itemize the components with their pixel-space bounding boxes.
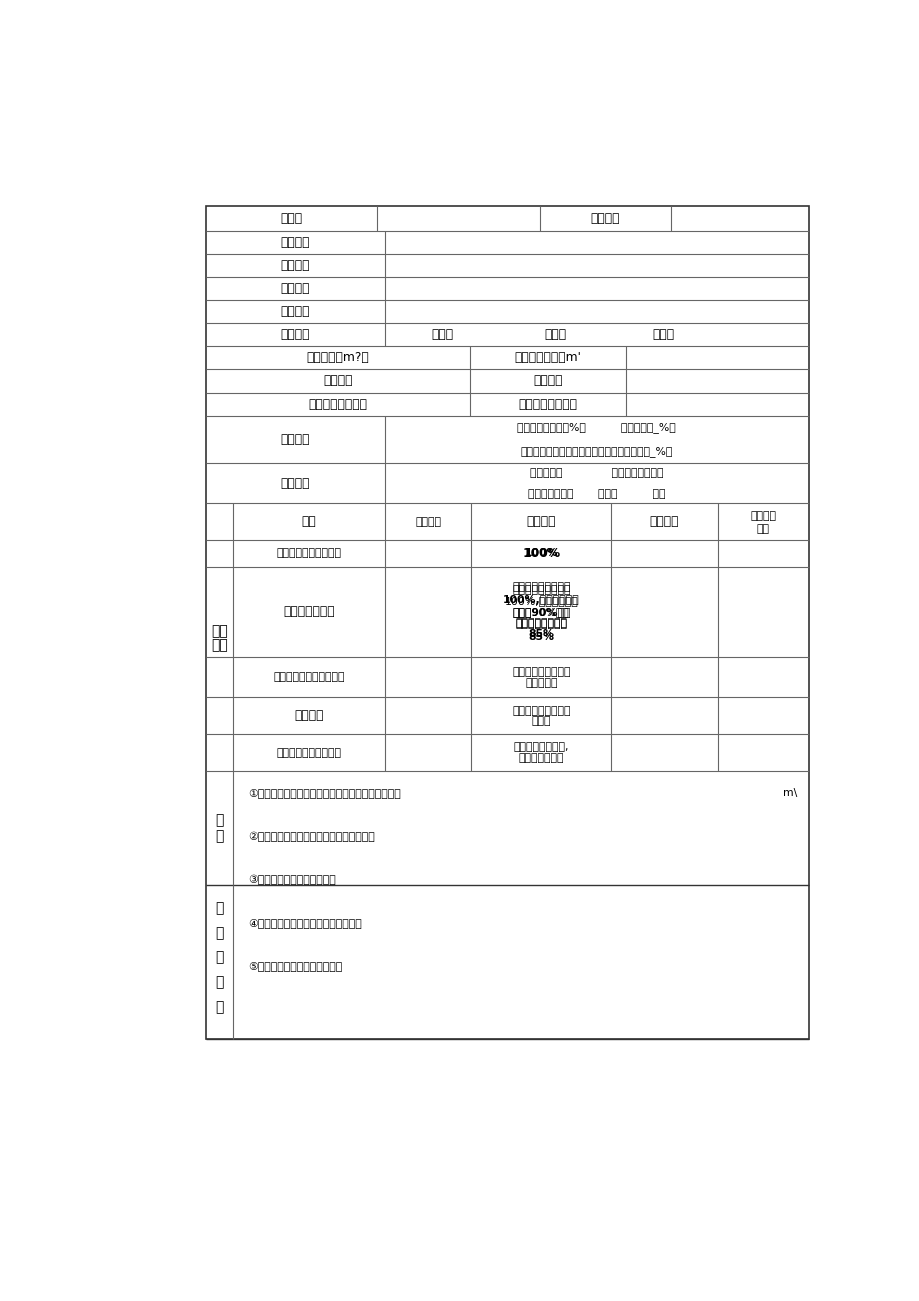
Text: 级计量器具配备率: 级计量器具配备率 bbox=[515, 618, 567, 628]
Text: 级计量器具配备率: 级计量器具配备率 bbox=[515, 619, 567, 630]
Text: 施工单位: 施工单位 bbox=[280, 282, 310, 295]
Text: 新建口: 新建口 bbox=[431, 328, 453, 341]
Text: 水: 水 bbox=[215, 813, 223, 827]
Text: 喷灌、微灌等高效节: 喷灌、微灌等高效节 bbox=[512, 705, 570, 716]
Text: 供水系统: 供水系统 bbox=[280, 433, 310, 446]
Text: 采用循环给水系统,: 采用循环给水系统, bbox=[513, 743, 568, 752]
Text: 是否符合: 是否符合 bbox=[750, 511, 776, 520]
Text: 建筑面积（m?）: 建筑面积（m?） bbox=[307, 351, 369, 364]
Text: 水灌溉: 水灌溉 bbox=[531, 717, 550, 726]
Text: 节水蟹用水器具使用率: 节水蟹用水器具使用率 bbox=[276, 549, 341, 558]
Text: 排水水重复利用: 排水水重复利用 bbox=[518, 753, 563, 764]
Text: 况: 况 bbox=[215, 926, 223, 941]
Text: 100%: 100% bbox=[524, 549, 558, 558]
Text: 一级计量器具配备率: 一级计量器具配备率 bbox=[512, 583, 570, 592]
Text: 节: 节 bbox=[215, 951, 223, 964]
Bar bbox=[206, 206, 808, 1039]
Text: 审图舱位: 审图舱位 bbox=[280, 306, 310, 319]
Text: 分项: 分项 bbox=[301, 515, 316, 528]
Text: 开工日期: 开工日期 bbox=[323, 375, 353, 388]
Text: 100%: 100% bbox=[522, 546, 560, 559]
Text: 用水类型: 用水类型 bbox=[280, 477, 310, 490]
Text: 工业用水。              公共建筑区用水口: 工业用水。 公共建筑区用水口 bbox=[529, 467, 663, 477]
Text: 85%: 85% bbox=[528, 628, 553, 639]
Text: ②中央空调冷凝水循环系统：口无：口有：: ②中央空调冷凝水循环系统：口无：口有： bbox=[248, 831, 375, 842]
Text: ③再生水设施：口无：口有：: ③再生水设施：口无：口有： bbox=[248, 874, 335, 885]
Text: 居民小区用水。       其他（          ）口: 居民小区用水。 其他（ ）口 bbox=[528, 489, 664, 500]
Text: 浇洒设施: 浇洒设施 bbox=[294, 709, 323, 722]
Text: 有无此项: 有无此项 bbox=[414, 516, 440, 527]
Text: 节水投资（万元）: 节水投资（万元） bbox=[518, 398, 577, 411]
Text: 设计标准: 设计标准 bbox=[526, 515, 555, 528]
Text: 市政自来水口（一%）          自备水口（_%）: 市政自来水口（一%） 自备水口（_%） bbox=[516, 422, 675, 433]
Text: 85%: 85% bbox=[528, 631, 553, 641]
Text: 配备率90%，三: 配备率90%，三 bbox=[512, 608, 570, 617]
Text: 设计单位: 设计单位 bbox=[280, 259, 310, 272]
Text: m\: m\ bbox=[782, 788, 796, 799]
Text: 一级计量器具配备率: 一级计量器具配备率 bbox=[512, 585, 570, 596]
Text: ①是否有雨水收集系统：。无：口有：数址个，容积: ①是否有雨水收集系统：。无：口有：数址个，容积 bbox=[248, 788, 401, 799]
Text: 设: 设 bbox=[215, 976, 223, 989]
Text: 联系人: 联系人 bbox=[280, 212, 302, 225]
Text: 不得采用市政自来水: 不得采用市政自来水 bbox=[512, 667, 570, 677]
Text: ⑤其他节水设施：口无：口有：: ⑤其他节水设施：口无：口有： bbox=[248, 960, 342, 971]
Text: 改建口: 改建口 bbox=[543, 328, 566, 341]
Text: 概: 概 bbox=[215, 1000, 223, 1013]
Text: 扩建口: 扩建口 bbox=[652, 328, 674, 341]
Text: 游泳池或水上游乐设施: 游泳池或水上游乐设施 bbox=[276, 748, 341, 758]
Text: 标准: 标准 bbox=[211, 637, 228, 652]
Text: 节水: 节水 bbox=[211, 624, 228, 639]
Text: 竣工日期: 竣工日期 bbox=[533, 375, 562, 388]
Text: 设计用水品（万m': 设计用水品（万m' bbox=[515, 351, 581, 364]
Text: 用水分级计任率: 用水分级计任率 bbox=[283, 605, 335, 618]
Text: 项目投资（万元）: 项目投资（万元） bbox=[309, 398, 368, 411]
Text: ④蒸汽冷凝水回用设施：口无：口有：: ④蒸汽冷凝水回用设施：口无：口有： bbox=[248, 917, 362, 928]
Text: 建设性战: 建设性战 bbox=[280, 328, 310, 341]
Text: 簸: 簸 bbox=[215, 829, 223, 843]
Text: 100%,二级计量器具: 100%,二级计量器具 bbox=[504, 596, 577, 606]
Text: 100%,二级计量器具: 100%,二级计量器具 bbox=[503, 595, 579, 605]
Text: 实际情况: 实际情况 bbox=[649, 515, 678, 528]
Text: 非常规水资源（雨水、再生水、海水等）口（_%）: 非常规水资源（雨水、再生水、海水等）口（_%） bbox=[520, 446, 672, 457]
Text: 要求: 要求 bbox=[756, 524, 769, 533]
Text: 和地下井水: 和地下井水 bbox=[525, 678, 557, 688]
Text: 联系电话: 联系电话 bbox=[590, 212, 619, 225]
Text: 水: 水 bbox=[215, 902, 223, 916]
Text: 建设地址: 建设地址 bbox=[280, 235, 310, 248]
Text: 配备率90%，三: 配备率90%，三 bbox=[512, 608, 569, 617]
Text: 非亲水性的室外景观水体: 非亲水性的室外景观水体 bbox=[273, 673, 344, 683]
